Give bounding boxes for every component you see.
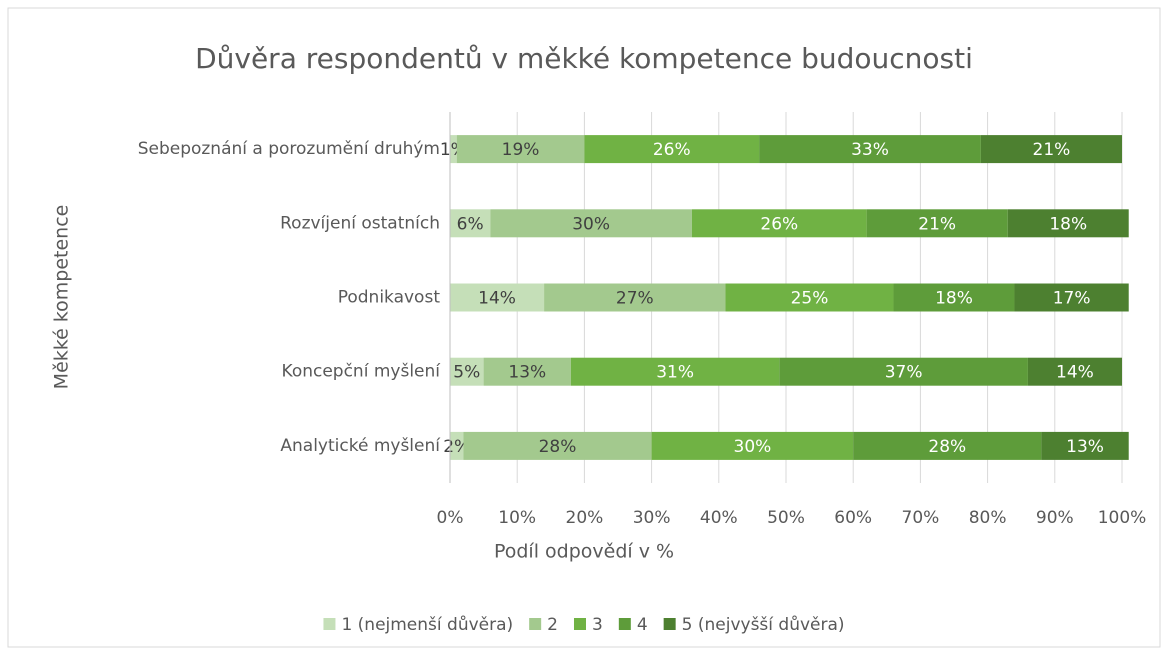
data-label: 25% (791, 289, 829, 309)
bar-segment (1014, 283, 1129, 312)
data-label: 17% (1053, 289, 1091, 309)
x-tick-label: 0% (437, 508, 464, 528)
data-label: 21% (918, 214, 956, 234)
y-tick-label: Rozvíjení ostatních (280, 213, 440, 233)
legend-swatch (663, 618, 676, 630)
data-label: 5% (453, 363, 480, 383)
x-tick-label: 90% (1036, 508, 1074, 528)
bar-segment (463, 431, 652, 460)
legend-label: 4 (637, 615, 648, 635)
bar-segment (1041, 431, 1129, 460)
x-tick-label: 100% (1098, 508, 1147, 528)
legend-label: 2 (547, 615, 558, 635)
data-label: 18% (935, 289, 973, 309)
data-label: 21% (1033, 140, 1071, 160)
bar-segment (483, 357, 571, 386)
data-label: 13% (508, 363, 546, 383)
data-label: 30% (572, 214, 610, 234)
bar-segment (866, 209, 1008, 238)
data-label: 26% (760, 214, 798, 234)
data-label: 13% (1066, 437, 1104, 457)
x-tick-label: 70% (902, 508, 940, 528)
y-tick-label: Koncepční myšlení (282, 362, 442, 382)
bar-segment (450, 135, 457, 164)
x-tick-label: 40% (700, 508, 738, 528)
bar-segment (450, 357, 484, 386)
legend-swatch (323, 618, 336, 630)
bar-segment (450, 283, 545, 312)
x-tick-label: 60% (834, 508, 872, 528)
bar-segment (1007, 209, 1129, 238)
legend-label: 5 (nejvyšší důvěra) (682, 615, 845, 635)
legend-label: 1 (nejmenší důvěra) (341, 615, 513, 635)
y-axis-label: Měkké kompetence (51, 205, 73, 390)
data-label: 28% (539, 437, 577, 457)
data-label: 28% (928, 437, 966, 457)
bar-segment (980, 135, 1122, 164)
legend-swatch (573, 618, 586, 630)
y-tick-label: Sebepoznání a porozumění druhým (138, 139, 440, 159)
chart-title: Důvěra respondentů v měkké kompetence bu… (195, 42, 973, 75)
bar-segment (651, 431, 854, 460)
bar-segment (456, 135, 585, 164)
data-label: 6% (457, 214, 484, 234)
data-label: 33% (851, 140, 889, 160)
bar-segment (1027, 357, 1122, 386)
y-tick-label: Podnikavost (338, 288, 441, 308)
data-label: 26% (653, 140, 691, 160)
y-tick-label: Analytické myšlení (280, 436, 441, 456)
bar-segment (584, 135, 760, 164)
bar-segment (759, 135, 981, 164)
data-label: 27% (616, 289, 654, 309)
x-axis-label: Podíl odpovědí v % (494, 541, 674, 563)
data-label: 30% (734, 437, 772, 457)
data-label: 14% (1056, 363, 1094, 383)
bar-segment (450, 209, 491, 238)
data-label: 19% (502, 140, 540, 160)
bar-segment (490, 209, 692, 238)
legend-swatch (618, 618, 631, 630)
x-tick-label: 50% (767, 508, 805, 528)
bar-segment (725, 283, 894, 312)
data-label: 31% (656, 363, 694, 383)
bar-segment (450, 431, 464, 460)
data-label: 37% (885, 363, 923, 383)
bar-segment (691, 209, 867, 238)
bar-segment (853, 431, 1042, 460)
bar-segment (893, 283, 1015, 312)
bar-segment (570, 357, 780, 386)
data-label: 14% (478, 289, 516, 309)
legend-label: 3 (592, 615, 603, 635)
legend-swatch (529, 618, 542, 630)
bar-segment (779, 357, 1028, 386)
x-tick-label: 80% (969, 508, 1007, 528)
bar-segment (544, 283, 726, 312)
x-tick-label: 30% (633, 508, 671, 528)
data-label: 18% (1049, 214, 1087, 234)
x-tick-label: 10% (498, 508, 536, 528)
x-tick-label: 20% (566, 508, 604, 528)
